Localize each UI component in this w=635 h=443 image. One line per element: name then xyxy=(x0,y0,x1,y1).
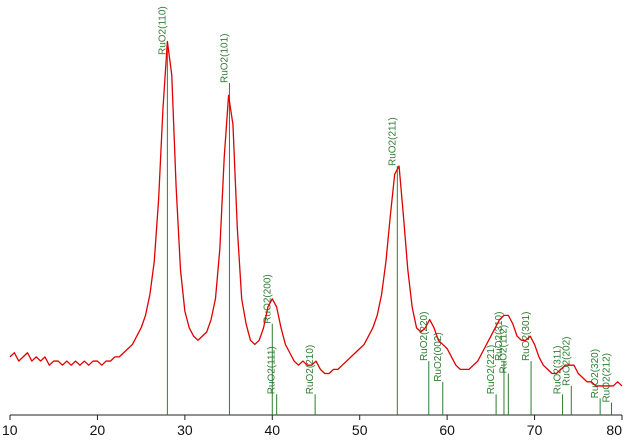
reference-label: RuO2(200) xyxy=(262,274,273,323)
reference-label: RuO2(112) xyxy=(498,325,509,374)
x-tick-label: 30 xyxy=(177,422,193,438)
reference-label: RuO2(202) xyxy=(561,336,572,385)
reference-label: RuO2(212) xyxy=(602,353,613,402)
reference-label: RuO2(310) xyxy=(494,312,505,361)
reference-label: RuO2(311) xyxy=(553,346,564,395)
reference-label: RuO2(211) xyxy=(387,117,398,166)
reference-label: RuO2(320) xyxy=(590,349,601,398)
x-tick-label: 60 xyxy=(439,422,455,438)
reference-label: RuO2(110) xyxy=(157,6,168,55)
x-tick-label: 70 xyxy=(527,422,543,438)
reference-label: RuO2(221) xyxy=(486,345,497,394)
x-tick-label: 20 xyxy=(90,422,106,438)
data-line xyxy=(9,40,623,387)
reference-label: RuO2(002) xyxy=(433,332,444,381)
x-tick-label: 40 xyxy=(264,422,280,438)
reference-label: RuO2(210) xyxy=(305,345,316,394)
x-tick-label: 50 xyxy=(352,422,368,438)
x-tick-label: 10 xyxy=(2,422,18,438)
reference-label: RuO2(101) xyxy=(219,34,230,83)
reference-label: RuO2(220) xyxy=(419,312,430,361)
x-tick-label: 80 xyxy=(606,422,622,438)
reference-label: RuO2(301) xyxy=(521,312,532,361)
reference-label: RuO2(111) xyxy=(267,346,278,394)
